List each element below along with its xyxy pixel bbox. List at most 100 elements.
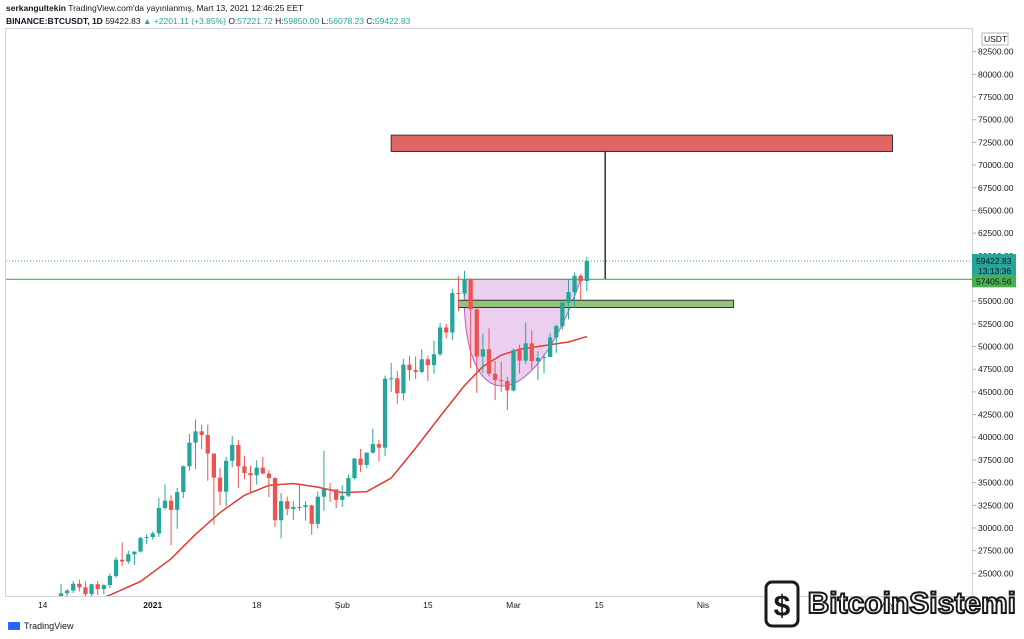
candle-body xyxy=(242,466,247,474)
y-tick-label: 35000.00 xyxy=(978,478,1014,488)
candle-body xyxy=(120,559,125,562)
y-tick-label: 62500.00 xyxy=(978,228,1014,238)
open-label: O: xyxy=(228,16,238,26)
candle-body xyxy=(138,537,143,552)
candle-body xyxy=(474,309,479,357)
candle-body xyxy=(150,533,155,538)
x-tick-label: Şub xyxy=(335,600,350,610)
candle-body xyxy=(303,505,308,508)
symbol-label: BINANCE:BTCUSDT, 1D xyxy=(6,16,103,26)
x-tick-label: May xyxy=(878,600,895,610)
y-tick-label: 75000.00 xyxy=(978,115,1014,125)
y-tick-label: 77500.00 xyxy=(978,92,1014,102)
candle-body xyxy=(444,327,449,333)
candle-body xyxy=(211,453,217,478)
candle-body xyxy=(492,373,498,381)
candle-body xyxy=(499,380,504,382)
x-tick-label: Mar xyxy=(506,600,521,610)
line-price-badge xyxy=(972,275,1016,288)
candle-body xyxy=(89,584,94,595)
y-tick-label: 52500.00 xyxy=(978,319,1014,329)
line-price-badge-text: 57405.56 xyxy=(976,276,1012,286)
candle-body xyxy=(248,473,253,476)
candle-body xyxy=(456,292,461,294)
plot-area xyxy=(6,134,972,596)
x-tick-label: 15 xyxy=(423,600,433,610)
high-value: 59850.00 xyxy=(283,16,320,26)
candle-body xyxy=(425,359,431,366)
candle-body xyxy=(327,488,333,490)
change-value: ▲ +2201.11 (+3.85%) xyxy=(143,16,226,26)
y-tick-label: 65000.00 xyxy=(978,205,1014,215)
candle-body xyxy=(517,350,522,361)
candle-body xyxy=(297,507,302,509)
candle-body xyxy=(187,442,192,467)
candle-body xyxy=(529,343,534,362)
candle-body xyxy=(364,452,369,465)
candle-body xyxy=(64,590,70,594)
footer: TradingView xyxy=(8,621,74,631)
y-tick-label: 27500.00 xyxy=(978,546,1014,556)
candle-body xyxy=(560,302,565,327)
candle-body xyxy=(321,488,327,497)
candle-body xyxy=(315,496,320,524)
candle-body xyxy=(285,501,290,509)
support-zone xyxy=(457,299,735,309)
candle-body xyxy=(83,587,88,595)
bitcoin-coin-icon: $ xyxy=(764,580,800,628)
svg-text:$: $ xyxy=(773,590,790,623)
candle-body xyxy=(162,500,168,509)
candle-body xyxy=(58,593,64,596)
candle-body xyxy=(291,507,296,509)
x-tick-label: 14 xyxy=(38,600,48,610)
candle-body xyxy=(346,478,351,496)
target-zone xyxy=(390,134,894,152)
ohlc-line: BINANCE:BTCUSDT, 1D 59422.83 ▲ +2201.11 … xyxy=(6,15,410,28)
x-tick-label: Nis xyxy=(697,600,709,610)
candle-body xyxy=(199,431,204,435)
candle-body xyxy=(309,505,314,524)
candle-body xyxy=(382,378,388,448)
y-tick-label: 70000.00 xyxy=(978,160,1014,170)
low-label: L: xyxy=(321,16,329,26)
open-value: 57221.72 xyxy=(237,16,273,26)
candle-body xyxy=(523,343,528,361)
y-tick-label: 82500.00 xyxy=(978,47,1014,57)
candle-body xyxy=(126,554,131,562)
currency-box xyxy=(981,32,1009,46)
candle-body xyxy=(132,551,137,555)
x-tick-label: 2021 xyxy=(143,600,162,610)
last-price: 59422.83 xyxy=(105,16,141,26)
candle-body xyxy=(572,275,577,293)
candle-body xyxy=(205,434,210,454)
high-label: H: xyxy=(275,16,284,26)
footer-brand[interactable]: TradingView xyxy=(24,621,74,631)
candle-body xyxy=(175,492,180,510)
moving-average-line xyxy=(105,335,588,596)
chart-frame xyxy=(5,28,973,597)
y-tick-label: 45000.00 xyxy=(978,387,1014,397)
cup-pattern xyxy=(463,278,582,387)
candle-body xyxy=(584,261,589,282)
candle-body xyxy=(334,489,339,500)
candle-body xyxy=(266,473,272,479)
candle-body xyxy=(77,583,82,588)
candle-body xyxy=(462,279,467,294)
candle-body xyxy=(505,380,510,391)
y-tick-label: 42500.00 xyxy=(978,410,1014,420)
candle-body xyxy=(511,350,516,391)
candle-body xyxy=(340,495,345,500)
y-tick-label: 55000.00 xyxy=(978,296,1014,306)
y-tick-label: 25000.00 xyxy=(978,568,1014,578)
candle-body xyxy=(547,337,553,357)
candle-body xyxy=(419,359,424,372)
candle-body xyxy=(181,466,186,493)
candle-body xyxy=(431,354,437,366)
y-tick-label: 47500.00 xyxy=(978,364,1014,374)
candle-body xyxy=(407,364,412,371)
close-label: C: xyxy=(366,16,375,26)
author-name[interactable]: serkangultekin xyxy=(6,3,66,13)
y-tick-label: 80000.00 xyxy=(978,69,1014,79)
candle-body xyxy=(376,444,382,448)
